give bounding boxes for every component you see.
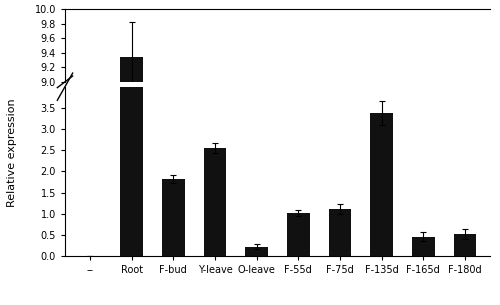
Bar: [204, 148, 227, 256]
Bar: [245, 247, 268, 256]
Bar: [454, 234, 476, 256]
Bar: [412, 237, 435, 256]
Bar: [370, 113, 393, 256]
Bar: [162, 179, 185, 256]
Bar: [287, 213, 310, 256]
Text: Relative expression: Relative expression: [8, 98, 18, 207]
Bar: [120, 57, 143, 305]
Bar: [328, 209, 351, 256]
Bar: [120, 0, 143, 256]
